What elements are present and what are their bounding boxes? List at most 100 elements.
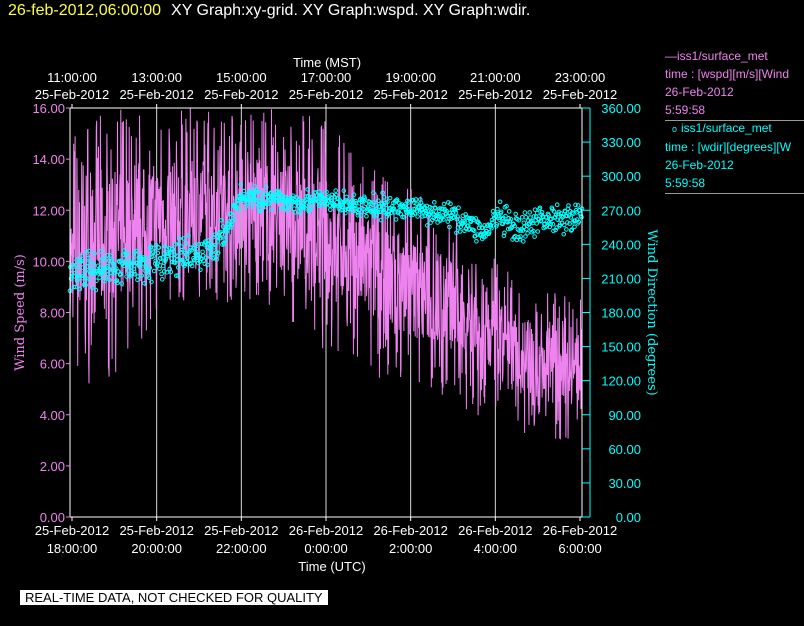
wind-direction-point xyxy=(568,215,574,220)
wind-direction-point xyxy=(79,258,85,264)
wind-direction-point xyxy=(575,203,581,208)
wind-direction-point xyxy=(296,198,302,203)
wind-direction-point xyxy=(294,195,300,201)
wind-direction-point xyxy=(144,260,149,266)
wind-direction-point xyxy=(474,239,479,244)
wind-direction-point xyxy=(178,250,184,255)
legend-wspd[interactable]: —iss1/surface_met time : [wspd][m/s][Win… xyxy=(665,47,804,121)
wind-direction-point xyxy=(362,196,368,201)
x-bottom-tick-date: 26-Feb-2012 xyxy=(543,523,617,538)
legend-wspd-time: 5:59:58 xyxy=(665,103,706,117)
wind-direction-point xyxy=(123,252,129,258)
wind-direction-point xyxy=(381,207,387,213)
wind-direction-point xyxy=(414,201,419,206)
y-right-tick-label: 330.00 xyxy=(601,135,641,150)
wind-direction-point xyxy=(137,253,143,258)
wind-direction-point xyxy=(241,188,247,194)
wind-direction-point xyxy=(119,281,124,286)
wind-direction-point xyxy=(139,273,144,278)
wind-direction-point xyxy=(185,255,190,260)
x-bottom-tick-time: 2:00:00 xyxy=(389,541,432,556)
wind-direction-point xyxy=(506,209,512,214)
wind-direction-point xyxy=(516,218,522,223)
wind-direction-point xyxy=(566,203,571,208)
wind-direction-point xyxy=(477,221,482,227)
wind-direction-point xyxy=(401,214,407,220)
wind-direction-point xyxy=(206,238,212,243)
wind-direction-point xyxy=(238,182,244,187)
wind-direction-point xyxy=(462,219,468,225)
y-right-tick-label: 270.00 xyxy=(601,203,641,218)
wind-direction-point xyxy=(72,270,78,276)
line-marker-icon: — xyxy=(665,49,677,63)
wind-direction-point xyxy=(286,206,292,211)
wind-direction-point xyxy=(98,270,103,276)
x-top-tick-time: 11:00:00 xyxy=(47,70,97,85)
wind-direction-point xyxy=(80,265,86,270)
wind-direction-point xyxy=(305,193,311,199)
x-bottom-tick-time: 20:00:00 xyxy=(131,541,182,556)
wind-direction-point xyxy=(394,197,400,202)
wind-direction-point xyxy=(490,220,495,225)
wind-direction-point xyxy=(375,209,381,214)
wind-direction-point xyxy=(553,212,559,218)
wind-direction-point xyxy=(159,277,165,282)
legend-wdir[interactable]: o iss1/surface_met time : [wdir][degrees]… xyxy=(665,119,804,194)
wind-direction-point xyxy=(156,245,162,250)
wind-direction-point xyxy=(380,205,386,210)
wind-direction-point xyxy=(90,268,95,274)
wind-direction-point xyxy=(354,206,360,212)
wind-direction-point xyxy=(105,263,110,269)
wind-direction-point xyxy=(183,240,189,246)
wind-direction-point xyxy=(71,284,77,290)
wind-direction-point xyxy=(555,217,561,223)
wind-direction-point xyxy=(305,187,311,192)
wind-direction-point xyxy=(373,203,379,208)
wind-direction-point xyxy=(339,200,344,205)
wind-direction-point xyxy=(176,241,182,247)
wind-direction-point xyxy=(164,246,169,252)
wind-direction-point xyxy=(224,229,230,234)
wind-direction-point xyxy=(535,229,541,234)
wind-direction-point xyxy=(107,277,112,283)
wind-direction-point xyxy=(75,265,80,271)
wind-direction-point xyxy=(220,224,226,229)
wind-direction-point xyxy=(551,228,556,234)
wind-direction-point xyxy=(456,205,461,210)
wind-direction-point xyxy=(556,211,561,217)
wind-direction-point xyxy=(263,184,269,190)
x-bottom-tick-time: 4:00:00 xyxy=(474,541,517,556)
y-right-tick-label: 30.00 xyxy=(608,476,641,491)
wind-direction-point xyxy=(531,214,537,219)
wind-direction-point xyxy=(402,202,408,207)
wind-direction-point xyxy=(204,255,209,260)
x-top-tick-date: 25-Feb-2012 xyxy=(204,87,278,102)
wind-direction-point xyxy=(252,184,258,189)
wind-direction-point xyxy=(563,209,568,214)
wind-direction-point xyxy=(329,192,335,198)
wind-direction-point xyxy=(553,227,558,233)
wind-direction-point xyxy=(551,209,557,214)
wind-direction-point xyxy=(376,198,381,203)
wind-direction-point xyxy=(546,212,551,218)
wind-direction-point xyxy=(236,208,241,213)
wind-direction-point xyxy=(572,224,577,230)
wind-direction-point xyxy=(255,203,261,208)
legend-wspd-platform: iss1/surface_met xyxy=(677,49,768,63)
wind-direction-point xyxy=(221,241,227,247)
wind-direction-point xyxy=(304,200,310,205)
wind-direction-point xyxy=(350,209,356,214)
wind-direction-point xyxy=(504,203,509,209)
wind-direction-point xyxy=(85,260,91,266)
wind-direction-point xyxy=(454,217,460,222)
x-bottom-tick-date: 25-Feb-2012 xyxy=(119,523,193,538)
wind-direction-point xyxy=(209,250,214,256)
wind-direction-point xyxy=(497,199,503,205)
wind-direction-point xyxy=(381,195,387,200)
wind-direction-point xyxy=(495,206,500,212)
x-bottom-tick-date: 26-Feb-2012 xyxy=(289,523,363,538)
wind-direction-point xyxy=(141,255,147,260)
wind-direction-point xyxy=(415,214,420,219)
x-bottom-tick-time: 22:00:00 xyxy=(216,541,267,556)
